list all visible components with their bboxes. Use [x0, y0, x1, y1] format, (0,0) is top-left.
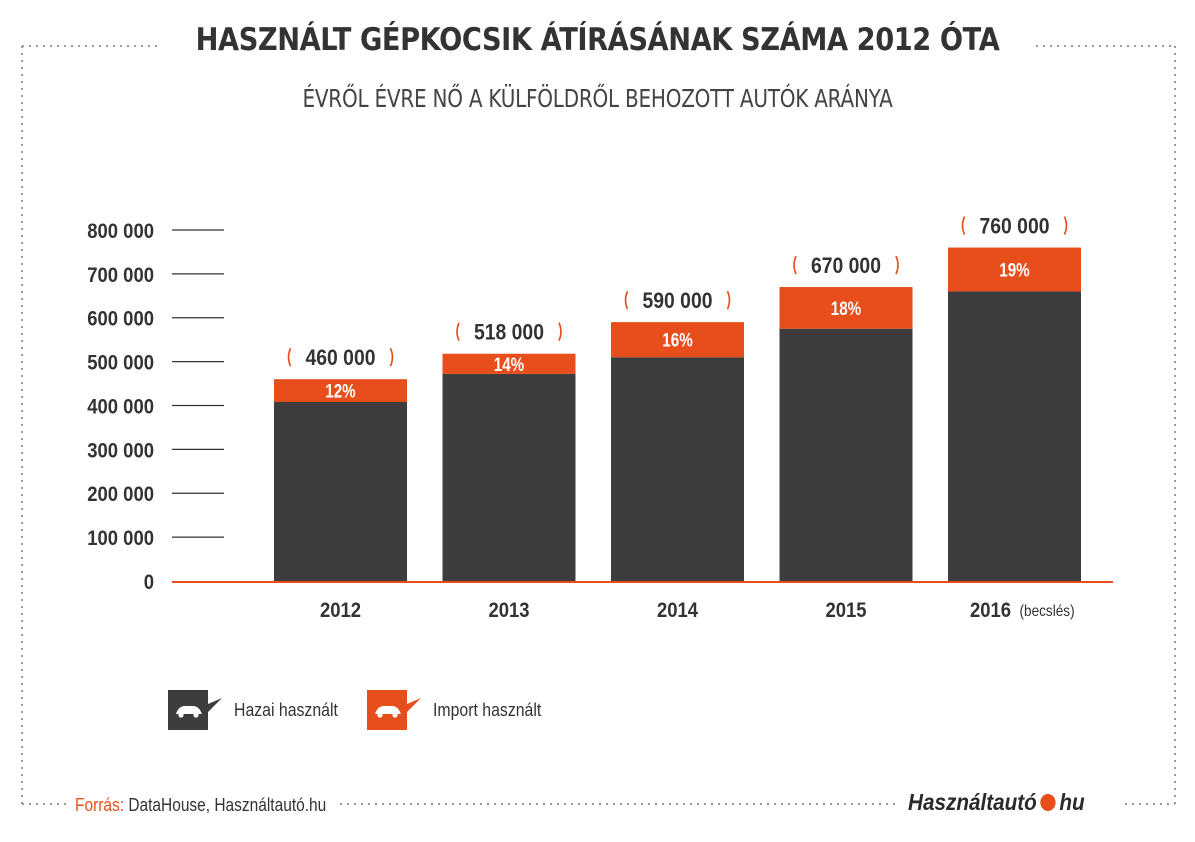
import-share-label: 19% — [999, 259, 1029, 281]
bracket-right-icon — [558, 322, 562, 342]
bar-import — [442, 353, 576, 374]
bracket-right-icon — [726, 290, 731, 310]
bracket-left-icon — [961, 216, 966, 235]
total-value-label: 518 000 — [474, 321, 544, 345]
brand-name: Használtautó — [908, 789, 1037, 815]
bracket-left-icon — [793, 255, 797, 275]
x-tick-label: 2015 — [825, 599, 866, 622]
chart-title: HASZNÁLT GÉPKOCSIK ÁTÍRÁSÁNAK SZÁMA 2012… — [195, 22, 1000, 58]
total-value-label: 460 000 — [306, 346, 376, 370]
bracket-left-icon — [624, 290, 629, 310]
bar-hazai — [442, 373, 576, 581]
bracket-right-icon — [1063, 216, 1068, 235]
y-tick-label: 200 000 — [87, 483, 154, 506]
import-share-label: 16% — [662, 329, 692, 351]
bar-hazai — [611, 357, 744, 581]
brand-dot-icon — [1040, 794, 1056, 811]
total-value-label: 590 000 — [643, 289, 713, 313]
bracket-left-icon — [287, 347, 292, 367]
source-note: Forrás: DataHouse, Használtautó.hu — [75, 795, 326, 816]
bracket-left-icon — [456, 322, 460, 342]
brand-logo[interactable]: Használtautó hu — [908, 789, 1085, 816]
total-value-label: 670 000 — [811, 254, 881, 278]
y-tick-label: 100 000 — [87, 527, 154, 550]
bar-import — [948, 247, 1081, 292]
chart-subtitle: ÉVRŐL ÉVRE NŐ A KÜLFÖLDRŐL BEHOZOTT AUTÓ… — [302, 84, 893, 113]
brand-tld: hu — [1059, 789, 1085, 815]
x-tick-label: 2013 — [488, 599, 529, 622]
bar-hazai — [948, 291, 1081, 581]
x-tick-label: 2016 — [970, 599, 1011, 622]
legend-label-hazai: Hazai használt — [234, 699, 338, 720]
x-tick-note: (becslés) — [1020, 603, 1075, 620]
y-tick-label: 300 000 — [87, 439, 154, 462]
y-tick-label: 800 000 — [87, 220, 154, 243]
legend-label-import: Import használt — [433, 699, 542, 720]
bar-hazai — [779, 328, 913, 581]
bracket-right-icon — [895, 255, 899, 275]
bar-import — [611, 322, 744, 358]
bar-import — [274, 379, 407, 402]
y-tick-label: 500 000 — [87, 352, 154, 375]
total-value-label: 760 000 — [980, 214, 1050, 238]
y-tick-label: 700 000 — [87, 264, 154, 287]
bar-import — [779, 287, 913, 329]
bar-hazai — [274, 401, 407, 581]
car-icon — [168, 690, 222, 730]
x-tick-label: 2014 — [657, 599, 698, 622]
y-tick-label: 400 000 — [87, 395, 154, 418]
y-tick-label: 0 — [144, 571, 154, 594]
bracket-right-icon — [389, 347, 394, 367]
legend-item-import: Import használt — [367, 690, 556, 730]
import-share-label: 18% — [831, 297, 861, 319]
x-tick-label: 2012 — [320, 599, 361, 622]
legend-item-hazai: Hazai használt — [168, 690, 352, 730]
source-value: DataHouse, Használtautó.hu — [124, 795, 327, 815]
import-share-label: 14% — [494, 353, 524, 375]
import-share-label: 12% — [325, 380, 355, 402]
y-tick-label: 600 000 — [87, 308, 154, 331]
car-icon — [367, 690, 421, 730]
source-key: Forrás: — [75, 795, 125, 815]
